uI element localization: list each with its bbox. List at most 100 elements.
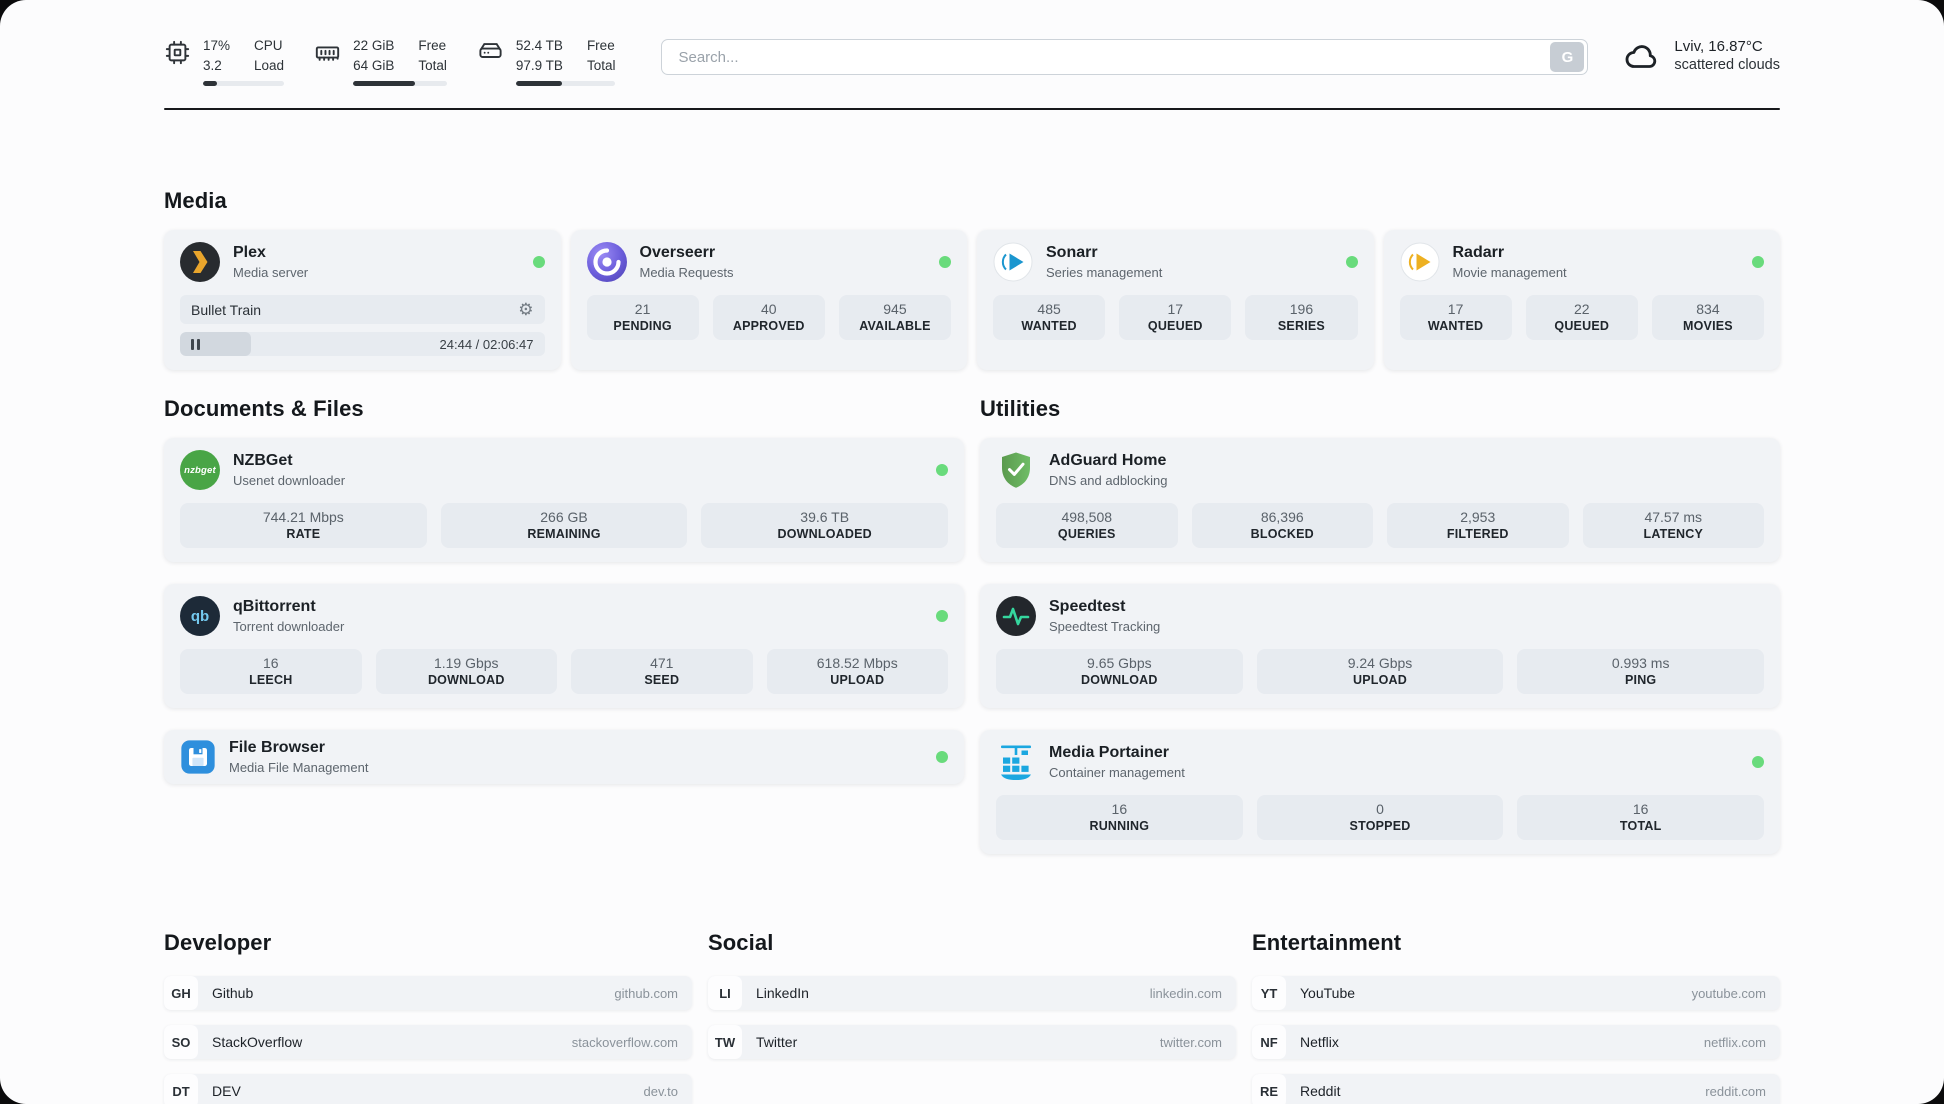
stat-tile: 471 SEED	[571, 649, 753, 695]
memory-total-label: Total	[418, 57, 447, 73]
pause-icon[interactable]	[191, 338, 200, 350]
app-subtitle: Torrent downloader	[233, 619, 345, 635]
stat-value: 47.57 ms	[1644, 509, 1703, 526]
app-subtitle: Usenet downloader	[233, 473, 346, 489]
app-subtitle: Media Requests	[639, 265, 734, 281]
section-title-developer: Developer	[164, 930, 272, 956]
bookmark-group-entertainment: Entertainment YT YouTube youtube.com NF …	[1252, 930, 1780, 1104]
stat-label: DOWNLOADED	[777, 527, 872, 542]
stat-tile: 17 WANTED	[1399, 295, 1512, 341]
bookmark-dev[interactable]: DT DEV dev.to	[164, 1074, 692, 1104]
stat-value: 485	[1037, 301, 1061, 318]
section-title-utilities: Utilities	[980, 396, 1061, 422]
stat-value: 21	[634, 301, 651, 318]
app-card-adguard[interactable]: AdGuard Home DNS and adblocking 498,508 …	[980, 438, 1780, 563]
stat-tile: 498,508 QUERIES	[996, 503, 1178, 549]
weather-widget: Lviv, 16.87°C scattered clouds	[1622, 38, 1780, 73]
radarr-icon	[1400, 242, 1440, 282]
stat-label: MOVIES	[1683, 319, 1733, 334]
stat-tile: 9.65 Gbps DOWNLOAD	[996, 649, 1243, 695]
bookmark-netflix[interactable]: NF Netflix netflix.com	[1252, 1025, 1780, 1060]
bookmark-reddit[interactable]: RE Reddit reddit.com	[1252, 1074, 1780, 1104]
app-subtitle: Container management	[1049, 765, 1185, 781]
bookmark-name: StackOverflow	[212, 1034, 303, 1051]
app-name: AdGuard Home	[1049, 452, 1167, 470]
cpu-load-label: Load	[254, 57, 285, 73]
disk-total-label: Total	[586, 57, 616, 73]
status-dot	[532, 256, 545, 269]
header-divider	[164, 108, 1780, 111]
section-title-documents: Documents & Files	[164, 396, 364, 422]
app-subtitle: Media server	[233, 265, 309, 281]
stat-value: 618.52 Mbps	[816, 655, 898, 672]
app-card-radarr[interactable]: Radarr Movie management 17 WANTED 22 QUE…	[1383, 230, 1780, 371]
filebrowser-icon	[180, 739, 216, 775]
stat-label: REMAINING	[527, 527, 601, 542]
status-dot	[1752, 256, 1764, 269]
bookmark-youtube[interactable]: YT YouTube youtube.com	[1252, 976, 1780, 1011]
bookmark-twitter[interactable]: TW Twitter twitter.com	[708, 1025, 1236, 1060]
bookmark-linkedin[interactable]: LI LinkedIn linkedin.com	[708, 976, 1236, 1011]
bookmark-group-social: Social LI LinkedIn linkedin.com TW Twitt…	[708, 930, 1236, 1060]
bookmark-abbr: TW	[708, 1025, 742, 1060]
stat-label: UPLOAD	[830, 673, 885, 688]
stat-value: 86,396	[1260, 509, 1304, 526]
stat-tile: 86,396 BLOCKED	[1191, 503, 1373, 549]
app-card-qbittorrent[interactable]: qb qBittorrent Torrent downloader 16 LEE…	[164, 584, 964, 709]
app-card-sonarr[interactable]: Sonarr Series management 485 WANTED 17 Q…	[977, 230, 1374, 371]
hard-drive-icon	[477, 39, 504, 66]
bookmark-github[interactable]: GH Github github.com	[164, 976, 692, 1011]
bookmark-abbr: LI	[708, 976, 742, 1011]
status-dot	[1752, 756, 1764, 769]
app-card-plex[interactable]: Plex Media server Bullet Train ⚙ 24:44 /…	[164, 230, 561, 371]
weather-condition: scattered clouds	[1674, 57, 1780, 73]
stat-label: QUEUED	[1554, 319, 1610, 334]
stat-label: QUEUED	[1147, 319, 1203, 334]
bookmark-abbr: RE	[1252, 1074, 1286, 1104]
bookmark-abbr: YT	[1252, 976, 1286, 1011]
cpu-usage-value: 17%	[203, 38, 231, 53]
bookmark-stackoverflow[interactable]: SO StackOverflow stackoverflow.com	[164, 1025, 692, 1060]
gear-icon[interactable]: ⚙	[518, 300, 534, 320]
memory-widget: 22 GiB 64 GiB Free Total	[314, 36, 447, 87]
search-input[interactable]	[662, 40, 1551, 74]
cpu-widget: 17% 3.2 CPU Load	[164, 36, 285, 87]
documents-column: Documents & Files nzbget NZBGet Usenet d…	[164, 396, 964, 806]
app-subtitle: Speedtest Tracking	[1049, 619, 1161, 635]
stat-value: 16	[1632, 801, 1649, 818]
stat-label: DOWNLOAD	[427, 673, 505, 688]
overseerr-icon	[586, 242, 627, 283]
section-title-media: Media	[164, 188, 227, 214]
media-card-grid: Plex Media server Bullet Train ⚙ 24:44 /…	[164, 230, 1780, 371]
search-engine-button[interactable]: G	[1550, 42, 1585, 72]
stat-value: 471	[650, 655, 674, 672]
stat-value: 0.993 ms	[1611, 655, 1670, 672]
status-dot	[939, 256, 951, 269]
cpu-icon	[164, 39, 191, 66]
app-card-speedtest[interactable]: Speedtest Speedtest Tracking 9.65 Gbps D…	[980, 584, 1780, 709]
stat-value: 498,508	[1061, 509, 1113, 526]
stat-tile: 39.6 TB DOWNLOADED	[701, 503, 949, 549]
bookmark-url: twitter.com	[1159, 1034, 1222, 1050]
app-name: Media Portainer	[1049, 744, 1170, 762]
top-bar: 17% 3.2 CPU Load	[164, 36, 1780, 87]
app-card-overseerr[interactable]: Overseerr Media Requests 21 PENDING 40 A…	[570, 230, 967, 371]
bookmark-url: linkedin.com	[1149, 985, 1222, 1001]
stat-label: BLOCKED	[1250, 527, 1314, 542]
bookmark-name: YouTube	[1300, 985, 1356, 1002]
stat-label: WANTED	[1021, 319, 1077, 334]
player-progress-bar[interactable]: 24:44 / 02:06:47	[180, 332, 545, 357]
app-subtitle: Series management	[1046, 265, 1163, 281]
search-bar: G	[661, 39, 1589, 75]
disk-total-value: 97.9 TB	[515, 57, 563, 73]
app-name: Plex	[233, 244, 266, 262]
memory-free-value: 22 GiB	[353, 38, 395, 53]
section-title-entertainment: Entertainment	[1252, 930, 1402, 956]
stat-value: 9.65 Gbps	[1087, 655, 1152, 672]
app-card-portainer[interactable]: Media Portainer Container management 16 …	[980, 730, 1780, 855]
cpu-label: CPU	[254, 38, 283, 53]
app-card-filebrowser[interactable]: File Browser Media File Management	[164, 730, 964, 785]
app-card-nzbget[interactable]: nzbget NZBGet Usenet downloader 744.21 M…	[164, 438, 964, 563]
stat-value: 945	[883, 301, 907, 318]
stat-label: LATENCY	[1643, 527, 1703, 542]
